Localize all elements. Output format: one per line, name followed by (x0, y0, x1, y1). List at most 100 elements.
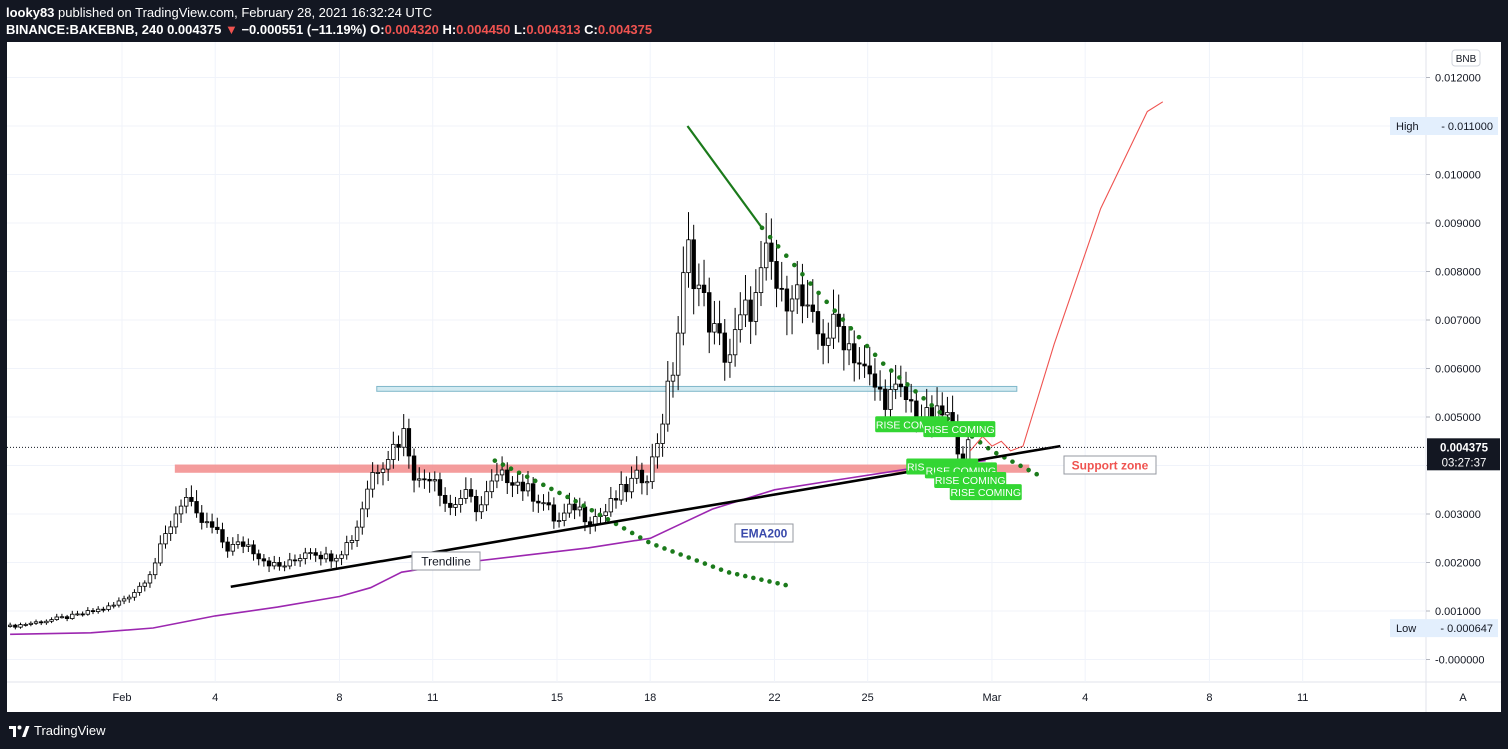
candle-up[interactable] (727, 354, 733, 363)
candle-up[interactable] (831, 313, 836, 339)
candle-up[interactable] (479, 504, 484, 513)
candle-up[interactable] (712, 323, 717, 333)
candle-up[interactable] (826, 337, 831, 346)
candle-up[interactable] (147, 574, 153, 584)
candle-down[interactable] (582, 506, 588, 523)
candle-up[interactable] (515, 481, 520, 486)
candle-down[interactable] (396, 443, 401, 448)
candle-up[interactable] (417, 478, 422, 481)
candle-up[interactable] (308, 552, 313, 555)
candle-down[interactable] (473, 496, 479, 513)
candle-up[interactable] (95, 608, 101, 612)
candle-down[interactable] (722, 332, 727, 363)
candle-down[interactable] (867, 365, 872, 375)
candle-up[interactable] (272, 562, 277, 567)
candle-up[interactable] (753, 292, 759, 322)
candles[interactable] (7, 212, 971, 630)
candle-down[interactable] (505, 469, 510, 484)
candle-up[interactable] (354, 526, 360, 541)
candle-up[interactable] (696, 284, 702, 290)
candle-up[interactable] (556, 520, 562, 522)
candle-down[interactable] (520, 481, 526, 492)
candle-up[interactable] (70, 613, 75, 619)
candle-down[interactable] (877, 386, 883, 390)
candle-up[interactable] (152, 562, 158, 576)
candle-up[interactable] (758, 267, 764, 294)
candle-down[interactable] (261, 558, 267, 562)
candle-up[interactable] (401, 428, 406, 448)
candle-down[interactable] (90, 610, 96, 613)
candle-up[interactable] (888, 389, 893, 410)
candle-up[interactable] (75, 613, 80, 616)
candle-down[interactable] (313, 552, 318, 556)
candle-up[interactable] (33, 621, 39, 624)
candle-down[interactable] (862, 363, 867, 367)
candle-down[interactable] (914, 400, 919, 418)
price-pane[interactable] (7, 42, 1426, 682)
candle-down[interactable] (769, 242, 774, 262)
candle-up[interactable] (23, 624, 28, 626)
candle-up[interactable] (391, 443, 396, 460)
candle-down[interactable] (857, 362, 862, 365)
candle-up[interactable] (644, 481, 650, 484)
candle-up[interactable] (85, 610, 91, 615)
candle-up[interactable] (303, 552, 308, 559)
candle-down[interactable] (256, 553, 261, 560)
candle-down[interactable] (883, 388, 888, 410)
candle-down[interactable] (774, 261, 779, 289)
candle-down[interactable] (209, 521, 215, 528)
candle-up[interactable] (282, 565, 287, 568)
price-scale[interactable] (1426, 42, 1501, 712)
candle-up[interactable] (246, 544, 251, 547)
candle-up[interactable] (7, 624, 13, 627)
candle-up[interactable] (142, 582, 147, 587)
candle-down[interactable] (277, 562, 282, 567)
candle-down[interactable] (64, 616, 70, 619)
candle-down[interactable] (841, 326, 847, 351)
candle-up[interactable] (235, 541, 241, 545)
candle-up[interactable] (499, 469, 505, 476)
publisher-name[interactable]: looky83 (6, 5, 55, 20)
candle-down[interactable] (427, 478, 432, 482)
candle-up[interactable] (178, 505, 184, 515)
resistance-zone[interactable] (376, 385, 1018, 392)
candle-up[interactable] (375, 472, 381, 474)
candle-down[interactable] (240, 541, 246, 547)
candle-up[interactable] (54, 616, 59, 620)
candle-down[interactable] (411, 455, 417, 481)
candle-up[interactable] (608, 498, 614, 513)
candle-up[interactable] (137, 585, 142, 593)
candle-up[interactable] (116, 600, 122, 606)
candle-up[interactable] (453, 504, 458, 508)
candle-up[interactable] (489, 480, 494, 493)
candle-down[interactable] (530, 483, 536, 502)
candle-down[interactable] (448, 502, 453, 508)
candle-up[interactable] (618, 483, 624, 501)
candle-up[interactable] (681, 272, 686, 334)
candle-up[interactable] (349, 540, 355, 544)
candle-up[interactable] (562, 512, 567, 521)
tradingview-brand[interactable]: TradingView (34, 723, 106, 738)
candle-down[interactable] (836, 313, 841, 327)
candle-down[interactable] (779, 287, 784, 290)
candle-up[interactable] (577, 506, 582, 511)
candle-up[interactable] (484, 491, 489, 506)
candle-up[interactable] (525, 483, 531, 492)
candle-down[interactable] (194, 501, 199, 514)
candle-up[interactable] (655, 443, 660, 458)
candle-up[interactable] (795, 284, 800, 300)
candle-up[interactable] (339, 554, 344, 559)
chart-area[interactable]: 0.0120000.0110000.0100000.0090000.008000… (7, 42, 1501, 712)
candle-up[interactable] (463, 489, 469, 499)
downtrend-line[interactable] (686, 125, 763, 229)
candle-down[interactable] (318, 554, 324, 560)
candle-up[interactable] (111, 604, 116, 607)
candle-down[interactable] (852, 343, 857, 364)
candle-down[interactable] (717, 323, 722, 334)
candle-down[interactable] (908, 399, 914, 402)
price-chart[interactable]: 0.0120000.0110000.0100000.0090000.008000… (7, 42, 1501, 712)
candle-down[interactable] (903, 386, 909, 400)
candle-down[interactable] (624, 483, 629, 493)
candle-up[interactable] (805, 304, 810, 307)
candle-up[interactable] (380, 468, 386, 473)
